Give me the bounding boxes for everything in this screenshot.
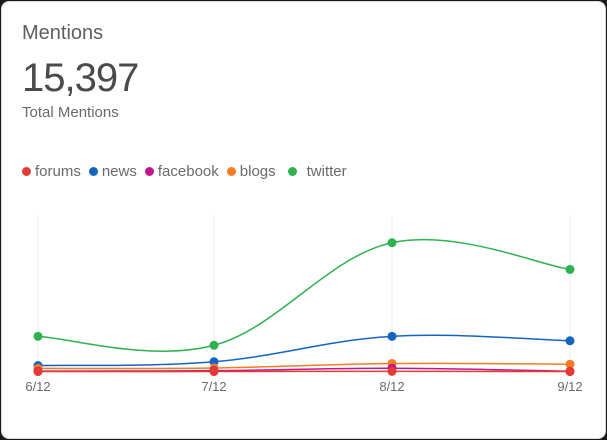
card-title: Mentions xyxy=(22,22,104,44)
point-forums-7/12[interactable] xyxy=(209,367,219,377)
point-news-7/12[interactable] xyxy=(209,357,219,367)
point-twitter-7/12[interactable] xyxy=(209,340,219,350)
point-forums-9/12[interactable] xyxy=(565,367,575,377)
x-tick-label: 7/12 xyxy=(201,379,226,394)
total-mentions-value: 15,397 xyxy=(22,56,139,100)
chart-legend: forums news facebook blogs twitter xyxy=(22,163,355,180)
legend-label-blogs: blogs xyxy=(239,163,276,180)
x-tick-label: 6/12 xyxy=(25,379,50,394)
point-twitter-8/12[interactable] xyxy=(387,238,397,248)
point-twitter-9/12[interactable] xyxy=(565,264,575,274)
point-forums-8/12[interactable] xyxy=(387,366,397,376)
series-line-blogs xyxy=(37,362,571,370)
legend-label-news: news xyxy=(101,163,137,180)
legend-dot-twitter xyxy=(287,167,297,176)
point-forums-6/12[interactable] xyxy=(33,367,43,377)
legend-dot-news xyxy=(88,167,98,176)
legend-dot-forums xyxy=(22,167,31,176)
point-news-8/12[interactable] xyxy=(387,331,397,341)
legend-item-facebook[interactable]: facebook xyxy=(144,163,219,180)
legend-dot-blogs xyxy=(226,167,236,176)
total-mentions-label: Total Mentions xyxy=(22,104,119,121)
legend-item-blogs[interactable]: blogs xyxy=(226,163,276,180)
point-news-9/12[interactable] xyxy=(565,336,575,346)
legend-label-twitter: twitter xyxy=(306,163,347,180)
legend-label-forums: forums xyxy=(35,163,81,180)
x-tick-label: 8/12 xyxy=(379,379,404,394)
legend-label-facebook: facebook xyxy=(157,163,219,180)
legend-dot-facebook xyxy=(144,167,154,176)
point-twitter-6/12[interactable] xyxy=(33,331,43,341)
series-line-news xyxy=(37,334,571,367)
legend-item-news[interactable]: news xyxy=(88,163,137,180)
legend-item-forums[interactable]: forums xyxy=(22,163,81,180)
point-blogs-9/12[interactable] xyxy=(565,359,575,369)
x-tick-label: 9/12 xyxy=(557,379,582,394)
legend-item-twitter[interactable]: twitter xyxy=(287,163,347,180)
series-line-twitter xyxy=(37,238,571,352)
